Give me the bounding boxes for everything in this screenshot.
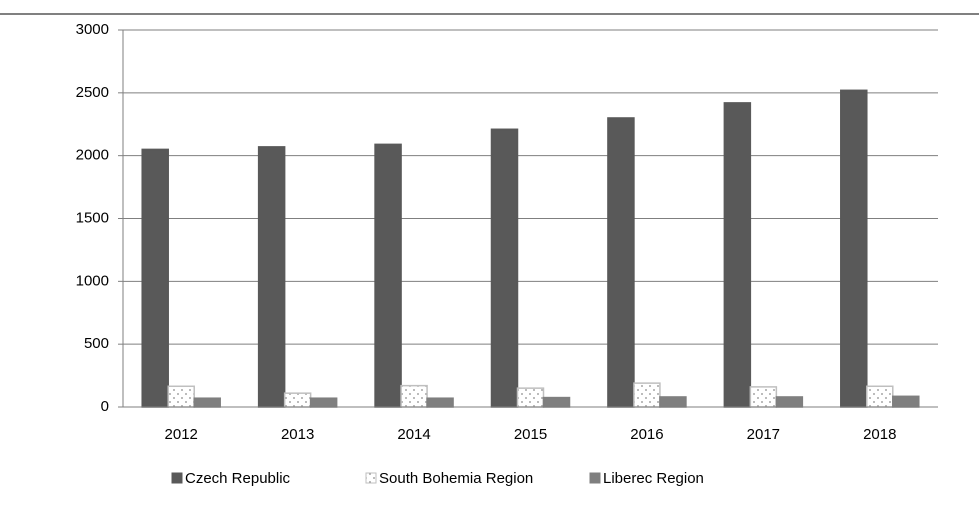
y-tick-label: 500 (84, 335, 109, 352)
bar (749, 386, 778, 408)
y-tick-label: 3000 (76, 21, 109, 38)
bar (607, 117, 635, 408)
legend-label: Liberec Region (603, 470, 704, 487)
legend-swatch (589, 472, 601, 484)
bar (723, 102, 752, 408)
bar (283, 392, 312, 408)
legend-label: Czech Republic (185, 470, 291, 487)
bar (141, 148, 169, 408)
y-tick-label: 2500 (76, 84, 109, 101)
bar (542, 396, 571, 408)
bar (309, 397, 338, 408)
bar (193, 397, 221, 408)
x-tick-label: 2018 (863, 426, 896, 443)
bar (659, 396, 687, 408)
bar (257, 146, 286, 408)
legend-label: South Bohemia Region (379, 470, 533, 487)
y-tick-label: 1000 (76, 272, 109, 289)
y-tick-label: 0 (101, 398, 109, 415)
bar (426, 397, 454, 408)
bar (167, 385, 195, 408)
bar (840, 89, 868, 408)
bar (633, 382, 661, 408)
legend-swatch (365, 472, 377, 484)
bar (400, 384, 428, 408)
x-tick-label: 2017 (747, 426, 780, 443)
bar (490, 128, 519, 408)
y-tick-label: 1500 (76, 209, 109, 226)
x-tick-label: 2013 (281, 426, 314, 443)
bar (775, 396, 804, 408)
bar (374, 143, 402, 408)
y-tick-label: 2000 (76, 147, 109, 164)
x-tick-label: 2014 (397, 426, 430, 443)
x-tick-label: 2016 (630, 426, 663, 443)
bar (892, 395, 920, 408)
legend-swatch (171, 472, 183, 484)
bar (866, 385, 894, 408)
x-tick-label: 2012 (165, 426, 198, 443)
x-tick-label: 2015 (514, 426, 547, 443)
bar (516, 387, 545, 408)
